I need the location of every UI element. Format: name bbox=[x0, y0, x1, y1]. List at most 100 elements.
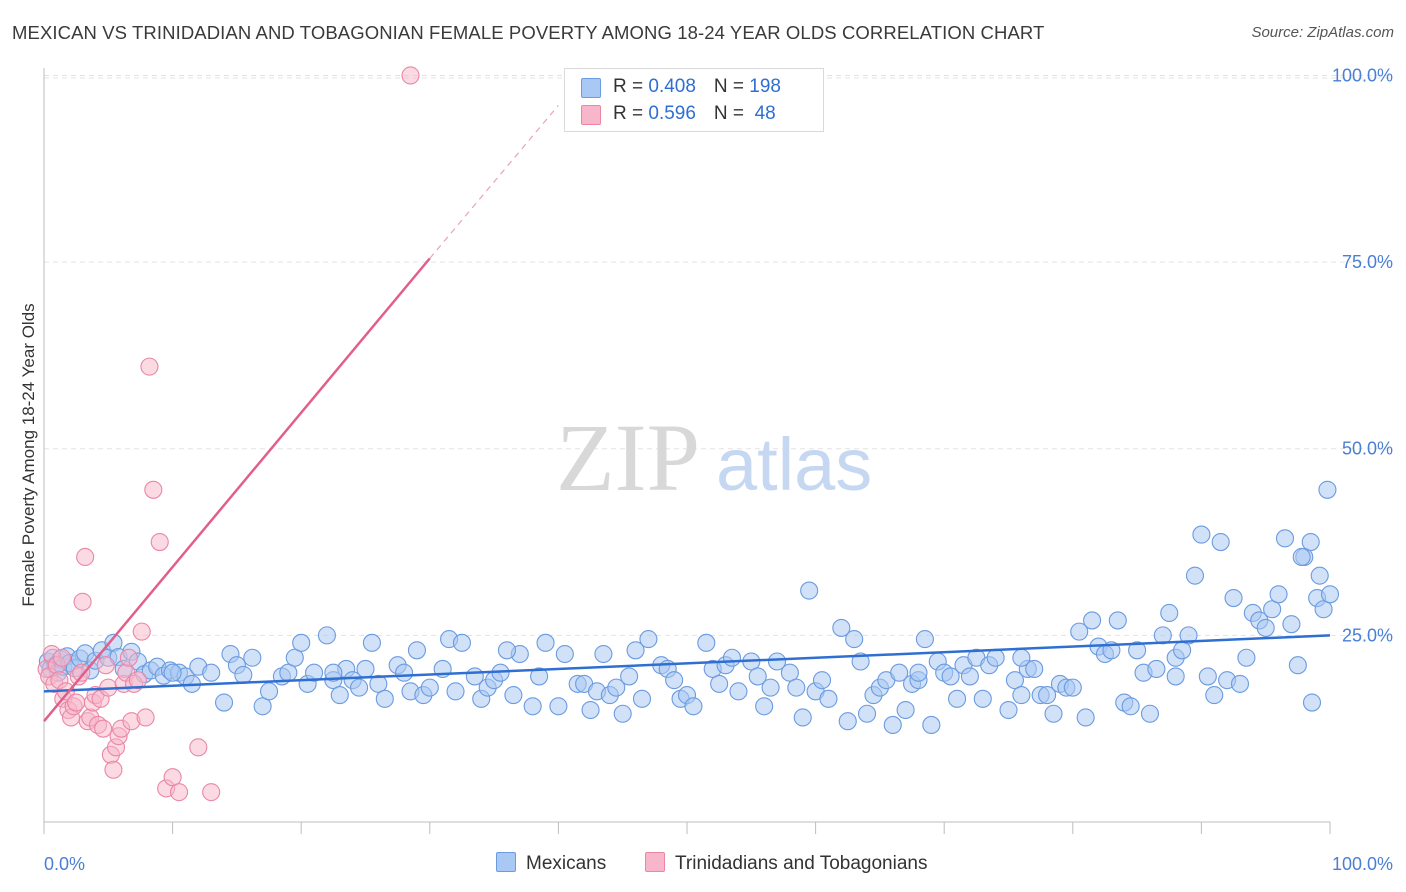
tick-labels: 25.0% 50.0% 75.0% 100.0% 0.0% 100.0% bbox=[44, 65, 1393, 874]
point-mexicans bbox=[941, 667, 960, 686]
point-trinidadians bbox=[136, 708, 155, 727]
point-mexicans bbox=[536, 633, 555, 652]
point-mexicans bbox=[1292, 547, 1311, 567]
point-mexicans bbox=[1012, 686, 1031, 705]
point-mexicans bbox=[838, 712, 857, 731]
trend-line-mexicans bbox=[43, 634, 1331, 693]
point-mexicans bbox=[626, 641, 645, 660]
point-mexicans bbox=[1230, 674, 1250, 693]
point-mexicans bbox=[243, 648, 262, 667]
point-mexicans bbox=[710, 674, 729, 693]
bottom-legend-mexicans: Mexicans bbox=[496, 852, 606, 875]
point-trinidadians bbox=[76, 547, 95, 567]
n-value: 198 bbox=[749, 76, 781, 97]
source-label: Source: ZipAtlas.com bbox=[1251, 24, 1394, 41]
point-mexicans bbox=[729, 682, 748, 701]
point-mexicans bbox=[375, 689, 394, 708]
point-mexicans bbox=[259, 682, 279, 701]
point-mexicans bbox=[1063, 678, 1082, 697]
point-mexicans bbox=[253, 697, 272, 716]
point-mexicans bbox=[1314, 600, 1333, 619]
point-mexicans bbox=[1256, 618, 1275, 637]
point-mexicans bbox=[1269, 585, 1288, 604]
point-trinidadians bbox=[72, 663, 91, 682]
point-trinidadians bbox=[67, 693, 86, 712]
point-mexicans bbox=[1044, 704, 1063, 723]
point-mexicans bbox=[986, 648, 1005, 667]
point-trinidadians bbox=[150, 532, 169, 552]
point-mexicans bbox=[446, 682, 465, 701]
point-mexicans bbox=[285, 648, 304, 667]
legend-swatch-mexicans bbox=[581, 78, 601, 98]
point-mexicans bbox=[800, 581, 819, 600]
point-mexicans bbox=[1038, 686, 1057, 705]
point-mexicans bbox=[1320, 585, 1340, 604]
point-trinidadians bbox=[52, 648, 72, 667]
bottom-legend-swatch-trinidadians bbox=[645, 852, 665, 872]
point-mexicans bbox=[1083, 611, 1102, 630]
r-label: R = bbox=[613, 103, 649, 124]
point-mexicans bbox=[922, 715, 941, 735]
series-mexicans bbox=[38, 480, 1340, 735]
point-mexicans bbox=[1070, 622, 1089, 641]
point-mexicans bbox=[1211, 532, 1230, 552]
point-mexicans bbox=[1282, 615, 1301, 634]
point-mexicans bbox=[812, 671, 832, 690]
point-mexicans bbox=[632, 689, 652, 708]
point-mexicans bbox=[1128, 641, 1147, 660]
point-trinidadians bbox=[401, 66, 420, 85]
point-mexicans bbox=[1275, 529, 1295, 548]
point-mexicans bbox=[1140, 704, 1160, 723]
point-mexicans bbox=[356, 659, 375, 679]
point-mexicans bbox=[896, 700, 915, 720]
r-value: 0.408 bbox=[648, 76, 696, 97]
grid-lines bbox=[44, 74, 1393, 636]
x-tick-label: 0.0% bbox=[44, 854, 85, 874]
point-mexicans bbox=[973, 689, 992, 708]
point-mexicans bbox=[350, 678, 369, 697]
point-trinidadians bbox=[119, 648, 138, 667]
point-mexicans bbox=[1121, 697, 1140, 716]
point-mexicans bbox=[594, 644, 613, 664]
point-mexicans bbox=[1166, 667, 1185, 686]
legend-text-trinidadians: R = 0.596 N = 48 bbox=[613, 103, 776, 125]
point-mexicans bbox=[883, 715, 902, 735]
point-mexicans bbox=[407, 641, 426, 660]
point-mexicans bbox=[851, 652, 870, 671]
point-mexicans bbox=[665, 671, 684, 690]
point-mexicans bbox=[504, 686, 523, 705]
bottom-legend-label: Mexicans bbox=[526, 853, 607, 874]
point-mexicans bbox=[819, 689, 838, 708]
trend-lines bbox=[43, 104, 1331, 723]
point-mexicans bbox=[999, 700, 1018, 720]
y-tick-label: 50.0% bbox=[1342, 439, 1393, 459]
point-mexicans bbox=[1224, 588, 1243, 608]
point-trinidadians bbox=[163, 768, 182, 787]
point-trinidadians bbox=[104, 760, 123, 779]
point-mexicans bbox=[1147, 659, 1166, 679]
point-mexicans bbox=[369, 674, 388, 693]
series-trinidadians bbox=[37, 66, 420, 802]
point-mexicans bbox=[761, 678, 780, 697]
point-mexicans bbox=[1288, 656, 1307, 675]
point-trinidadians bbox=[128, 671, 147, 690]
bottom-legend-swatch-mexicans bbox=[496, 852, 516, 872]
point-mexicans bbox=[697, 633, 716, 652]
point-mexicans bbox=[395, 663, 414, 682]
point-mexicans bbox=[1025, 659, 1044, 679]
point-mexicans bbox=[420, 678, 439, 697]
point-trinidadians bbox=[73, 592, 92, 611]
point-mexicans bbox=[497, 641, 517, 660]
point-mexicans bbox=[330, 686, 349, 705]
point-mexicans bbox=[581, 700, 600, 720]
point-mexicans bbox=[292, 633, 311, 652]
point-mexicans bbox=[780, 663, 799, 682]
point-mexicans bbox=[948, 689, 967, 708]
point-mexicans bbox=[793, 708, 812, 727]
point-mexicans bbox=[234, 665, 253, 684]
trend-extension-trinidadians bbox=[429, 104, 559, 259]
watermark-atlas: atlas bbox=[716, 423, 872, 506]
point-mexicans bbox=[1205, 686, 1224, 705]
chart-title: MEXICAN VS TRINIDADIAN AND TOBAGONIAN FE… bbox=[12, 22, 1045, 43]
point-mexicans bbox=[1318, 480, 1337, 499]
